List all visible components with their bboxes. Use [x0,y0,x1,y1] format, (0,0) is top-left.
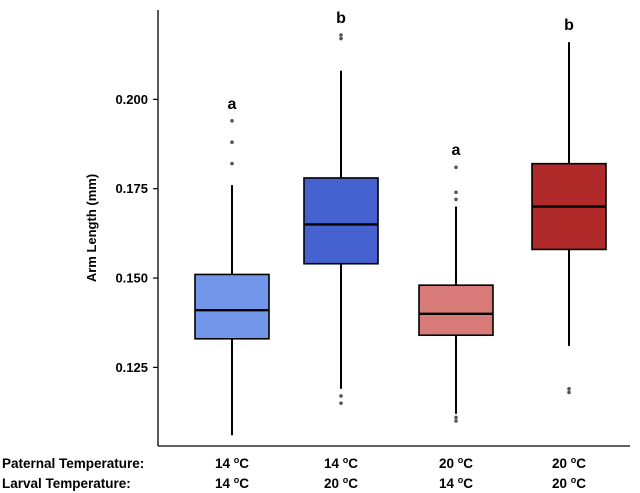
outlier-point [567,387,571,391]
box [194,273,270,340]
y-tick-label: 0.175 [115,181,148,196]
outlier-point [454,197,458,202]
paternal-temperature-value: 14 oC [324,455,358,471]
box-group [418,165,494,423]
y-tick-label: 0.200 [115,92,148,107]
boxes [194,33,607,436]
outlier-point [230,140,234,145]
y-tick-label: 0.150 [115,271,148,286]
significance-letter: a [452,142,461,159]
outlier-point [230,118,234,123]
box-group [194,118,270,436]
y-axis-label: Arm Length (mm) [84,174,99,282]
outlier-point [230,161,234,166]
paternal-temperature-value: 20 oC [552,455,586,471]
larval-temperature-value: 20 oC [324,475,358,491]
outlier-point [339,33,343,37]
outlier-point [339,36,343,41]
significance-letter: b [336,10,346,27]
box [303,177,379,265]
significance-letter: b [564,17,574,34]
box-group [531,42,607,395]
larval-temperature-value: 14 oC [215,475,249,491]
paternal-temperature-value: 20 oC [439,455,473,471]
box [418,284,494,337]
labels: a 14 oC 14 oC b 14 oC 20 oC a 20 oC 14 oC b 20 oC 2… [215,10,586,491]
outlier-point [339,394,343,398]
significance-letter: a [228,96,237,113]
larval-temperature-value: 20 oC [552,475,586,491]
outlier-point [454,165,458,170]
outlier-point [454,190,458,195]
outlier-point [454,419,458,423]
larval-temperature-label: Larval Temperature: [2,476,131,491]
outlier-point [339,401,343,405]
paternal-temperature-label: Paternal Temperature: [2,456,144,471]
outlier-point [454,415,458,420]
box-group [303,33,379,405]
axes: 0.125 0.150 0.175 0.200 [115,10,630,447]
paternal-temperature-value: 14 oC [215,455,249,471]
y-tick-label: 0.125 [115,360,148,375]
outlier-point [567,390,571,395]
larval-temperature-value: 14 oC [439,475,473,491]
